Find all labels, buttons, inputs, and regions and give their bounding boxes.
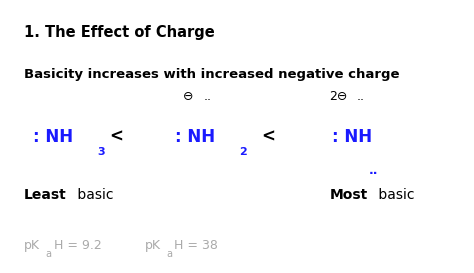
Text: <: < — [261, 127, 275, 146]
Text: H = 9.2: H = 9.2 — [54, 239, 101, 252]
Text: : NH: : NH — [332, 127, 372, 146]
Text: ..: .. — [369, 164, 378, 177]
Text: 3: 3 — [97, 147, 105, 156]
Text: ..: .. — [204, 90, 212, 103]
Text: a: a — [166, 249, 172, 259]
Text: basic: basic — [73, 188, 114, 202]
Text: : NH: : NH — [33, 127, 73, 146]
Text: H = 38: H = 38 — [174, 239, 219, 252]
Text: 1. The Effect of Charge: 1. The Effect of Charge — [24, 25, 214, 40]
Text: pK: pK — [145, 239, 161, 252]
Text: Basicity increases with increased negative charge: Basicity increases with increased negati… — [24, 68, 399, 81]
Text: a: a — [45, 249, 51, 259]
Text: basic: basic — [374, 188, 415, 202]
Text: ⊖: ⊖ — [182, 90, 193, 103]
Text: 2⊖: 2⊖ — [329, 90, 348, 103]
Text: : NH: : NH — [175, 127, 216, 146]
Text: pK: pK — [24, 239, 40, 252]
Text: <: < — [109, 127, 123, 146]
Text: 2: 2 — [239, 147, 247, 156]
Text: ..: .. — [356, 90, 365, 103]
Text: Least: Least — [24, 188, 66, 202]
Text: Most: Most — [329, 188, 368, 202]
